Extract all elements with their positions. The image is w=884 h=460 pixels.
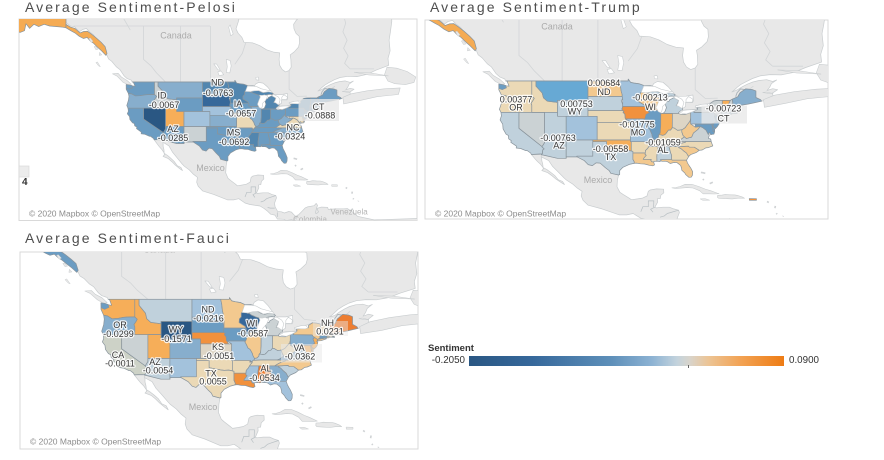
svg-text:0.0231: 0.0231 — [316, 327, 344, 337]
svg-text:-0.01059: -0.01059 — [645, 138, 681, 148]
svg-text:CA: CA — [112, 350, 125, 360]
svg-text:IA: IA — [234, 99, 243, 109]
svg-text:TX: TX — [205, 369, 217, 379]
svg-text:MS: MS — [227, 128, 241, 138]
svg-text:© 2020 Mapbox © OpenStreetMap: © 2020 Mapbox © OpenStreetMap — [435, 209, 566, 219]
svg-text:KS: KS — [212, 342, 224, 352]
svg-text:0.0055: 0.0055 — [199, 377, 227, 387]
svg-text:OR: OR — [113, 320, 127, 330]
svg-text:MO: MO — [631, 128, 646, 138]
svg-text:Venezuela: Venezuela — [330, 208, 368, 217]
svg-text:WI: WI — [645, 102, 656, 112]
svg-text:-0.0763: -0.0763 — [203, 88, 234, 98]
svg-text:-0.0657: -0.0657 — [226, 109, 257, 119]
svg-text:VA: VA — [293, 343, 304, 353]
svg-text:-0.0216: -0.0216 — [193, 314, 224, 324]
svg-text:Canada: Canada — [143, 245, 175, 255]
svg-text:-0.00558: -0.00558 — [593, 144, 629, 154]
svg-text:-0.0692: -0.0692 — [219, 137, 250, 147]
svg-text:-0.00723: -0.00723 — [706, 104, 742, 114]
svg-text:ND: ND — [211, 78, 224, 88]
svg-text:ND: ND — [598, 87, 611, 97]
svg-text:Canada: Canada — [160, 31, 192, 41]
svg-text:TX: TX — [605, 152, 617, 162]
svg-text:NC: NC — [287, 123, 300, 133]
svg-text:-0.0888: -0.0888 — [305, 111, 336, 121]
svg-text:AL: AL — [657, 145, 668, 155]
svg-text:-0.0051: -0.0051 — [204, 351, 235, 361]
svg-text:-0.0067: -0.0067 — [149, 100, 180, 110]
svg-text:OR: OR — [509, 103, 523, 113]
svg-text:4: 4 — [22, 177, 28, 188]
svg-text:WY: WY — [568, 107, 583, 117]
svg-text:WI: WI — [247, 319, 258, 329]
svg-text:AL: AL — [260, 364, 271, 374]
svg-text:© 2020 Mapbox © OpenStreetMap: © 2020 Mapbox © OpenStreetMap — [30, 437, 161, 447]
svg-text:-0.0362: -0.0362 — [285, 352, 316, 362]
svg-text:© 2020 Mapbox © OpenStreetMap: © 2020 Mapbox © OpenStreetMap — [29, 209, 160, 219]
svg-text:-0.00763: -0.00763 — [540, 133, 576, 143]
svg-text:-0.0587: -0.0587 — [238, 329, 269, 339]
svg-text:-0.0324: -0.0324 — [275, 132, 306, 142]
svg-text:WY: WY — [169, 325, 184, 335]
svg-text:Colombia: Colombia — [293, 215, 327, 224]
svg-text:AZ: AZ — [167, 124, 179, 134]
svg-text:-0.0299: -0.0299 — [103, 329, 134, 339]
svg-text:Mexico: Mexico — [189, 402, 218, 412]
svg-text:Mexico: Mexico — [196, 163, 225, 173]
svg-text:-0.00213: -0.00213 — [632, 93, 668, 103]
svg-text:NH: NH — [321, 318, 334, 328]
svg-text:CT: CT — [313, 102, 325, 112]
svg-text:-0.0011: -0.0011 — [105, 359, 135, 369]
svg-text:-0.0054: -0.0054 — [143, 366, 174, 376]
svg-text:AZ: AZ — [149, 357, 161, 367]
svg-text:0.00684: 0.00684 — [588, 78, 621, 88]
svg-text:0.00753: 0.00753 — [560, 99, 593, 109]
svg-text:-0.1571: -0.1571 — [161, 334, 192, 344]
svg-text:0.00377: 0.00377 — [500, 95, 533, 105]
svg-text:-0.0285: -0.0285 — [158, 133, 189, 143]
svg-text:ND: ND — [202, 305, 215, 315]
svg-text:Mexico: Mexico — [584, 175, 613, 185]
svg-text:-0.01775: -0.01775 — [619, 120, 655, 130]
svg-text:ID: ID — [158, 91, 168, 101]
svg-text:Canada: Canada — [541, 22, 573, 32]
svg-text:CT: CT — [718, 114, 730, 124]
svg-text:AZ: AZ — [553, 141, 565, 151]
svg-text:-0.0534: -0.0534 — [249, 373, 280, 383]
